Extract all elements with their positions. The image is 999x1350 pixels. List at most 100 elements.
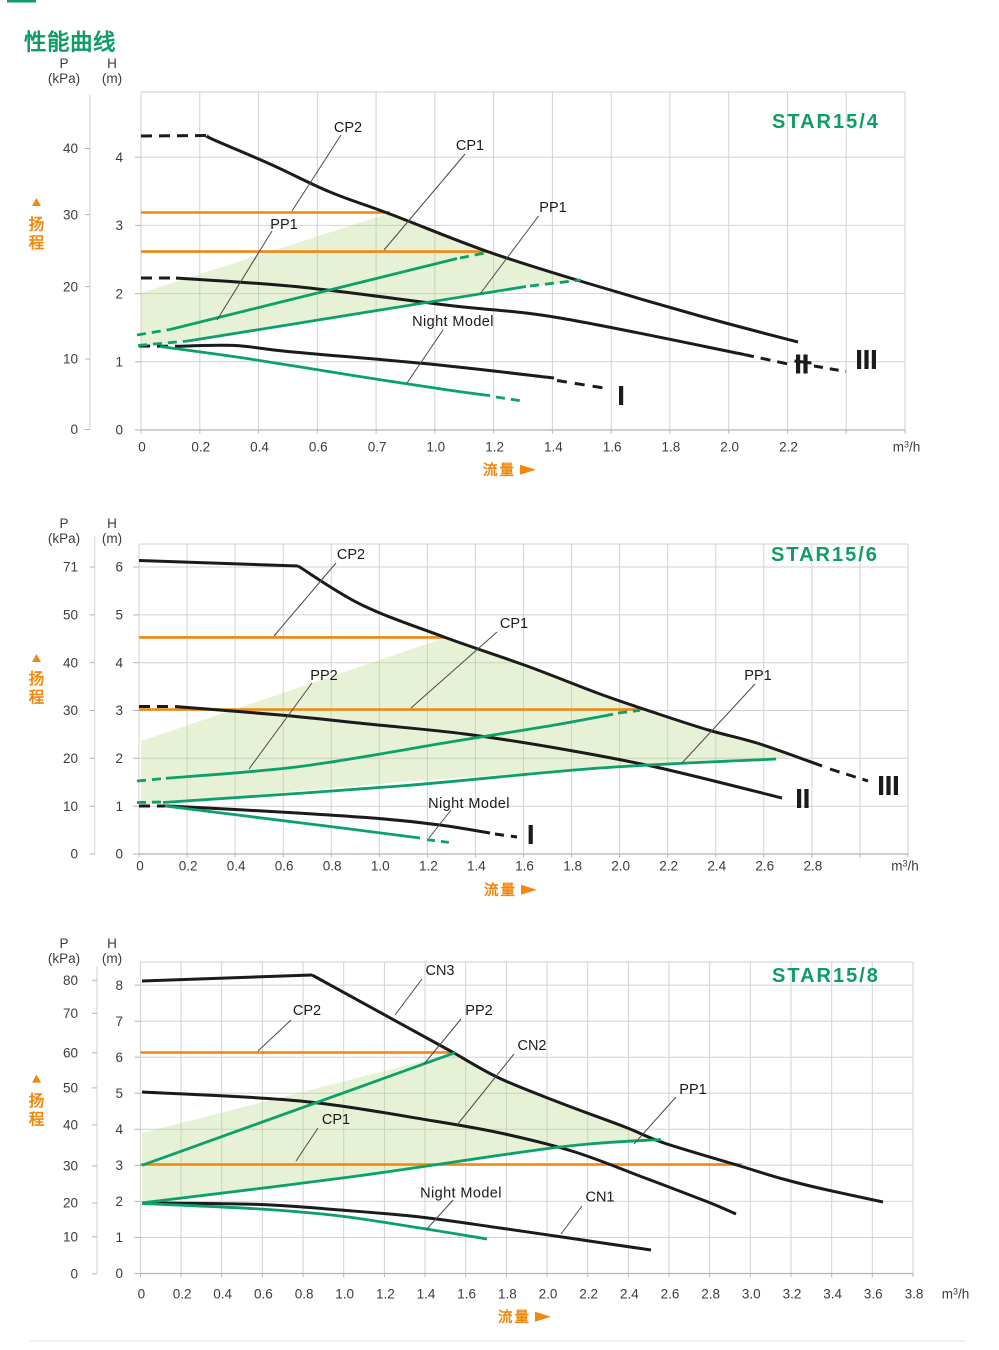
svg-text:CP1: CP1 [456,138,484,154]
svg-text:2.0: 2.0 [611,859,630,874]
svg-text:0: 0 [70,1267,78,1282]
svg-text:5: 5 [115,608,123,623]
svg-text:程: 程 [29,689,45,707]
svg-text:P: P [59,516,68,531]
svg-text:流量: 流量 [484,881,517,899]
svg-text:扬: 扬 [29,669,45,688]
svg-text:Night Model: Night Model [428,796,510,812]
svg-text:0: 0 [115,847,123,862]
svg-text:PP1: PP1 [744,668,771,684]
svg-text:P: P [59,936,68,951]
svg-text:10: 10 [63,1230,78,1245]
svg-text:CP2: CP2 [337,547,365,563]
svg-text:Night Model: Night Model [412,314,494,330]
svg-text:7: 7 [115,1014,123,1029]
svg-text:2.4: 2.4 [707,859,726,874]
svg-text:0: 0 [115,1266,123,1281]
svg-text:2.4: 2.4 [620,1287,639,1302]
svg-text:0.7: 0.7 [368,440,387,455]
svg-text:Night Model: Night Model [420,1186,502,1202]
svg-text:(m): (m) [102,531,122,546]
svg-text:60: 60 [63,1045,78,1060]
svg-text:H: H [107,56,117,71]
svg-text:1.8: 1.8 [498,1287,517,1302]
svg-text:1.8: 1.8 [563,859,582,874]
svg-text:0.8: 0.8 [295,1287,314,1302]
svg-text:5: 5 [115,1086,123,1101]
svg-text:2.8: 2.8 [804,859,823,874]
svg-text:1.4: 1.4 [417,1287,436,1302]
svg-text:CP1: CP1 [322,1112,350,1128]
svg-text:PP1: PP1 [539,200,566,216]
svg-text:2.6: 2.6 [755,859,774,874]
svg-text:P: P [59,56,68,71]
svg-text:4: 4 [115,655,123,670]
svg-text:1: 1 [115,355,123,370]
svg-text:0.4: 0.4 [250,440,269,455]
svg-text:0.2: 0.2 [173,1287,192,1302]
svg-text:20: 20 [63,751,78,766]
svg-text:1.4: 1.4 [467,859,486,874]
svg-text:H: H [107,516,117,531]
svg-text:4: 4 [115,150,123,165]
svg-text:0.2: 0.2 [179,859,198,874]
svg-text:流量: 流量 [483,461,516,479]
svg-text:2.6: 2.6 [661,1287,680,1302]
svg-text:(kPa): (kPa) [48,951,80,966]
svg-text:0.6: 0.6 [275,859,294,874]
svg-text:(kPa): (kPa) [48,71,80,86]
svg-text:0: 0 [138,440,146,455]
svg-text:50: 50 [63,1081,78,1096]
svg-text:3: 3 [115,703,123,718]
svg-text:3: 3 [115,1158,123,1173]
svg-text:扬: 扬 [29,215,45,234]
svg-text:71: 71 [63,560,78,575]
svg-text:0: 0 [136,859,144,874]
svg-text:1.0: 1.0 [335,1287,354,1302]
svg-text:(kPa): (kPa) [48,531,80,546]
svg-text:0: 0 [115,423,123,438]
svg-text:4: 4 [115,1122,123,1137]
svg-text:0.6: 0.6 [309,440,328,455]
svg-text:20: 20 [63,1196,78,1211]
svg-text:2.0: 2.0 [539,1287,558,1302]
svg-text:1.2: 1.2 [376,1287,395,1302]
svg-text:1.6: 1.6 [515,859,534,874]
svg-text:(m): (m) [102,71,122,86]
svg-text:0.6: 0.6 [254,1287,273,1302]
svg-text:20: 20 [63,279,78,294]
svg-text:40: 40 [63,655,78,670]
svg-text:1.6: 1.6 [457,1287,476,1302]
svg-text:0.4: 0.4 [227,859,246,874]
svg-text:0: 0 [138,1287,146,1302]
svg-text:40: 40 [63,1118,78,1133]
svg-text:H: H [107,936,117,951]
svg-text:3.8: 3.8 [905,1287,924,1302]
svg-text:0: 0 [70,422,78,437]
svg-text:CN2: CN2 [517,1038,546,1054]
svg-text:2.8: 2.8 [701,1287,720,1302]
svg-text:0.4: 0.4 [213,1287,232,1302]
svg-text:1.0: 1.0 [371,859,390,874]
svg-text:CN3: CN3 [425,963,454,979]
svg-text:6: 6 [115,1050,123,1065]
svg-text:6: 6 [115,560,123,575]
svg-text:30: 30 [63,207,78,222]
svg-text:程: 程 [29,1111,45,1129]
svg-text:CP2: CP2 [293,1003,321,1019]
svg-text:1.2: 1.2 [485,440,504,455]
svg-text:2: 2 [115,1194,123,1209]
svg-text:2.2: 2.2 [579,1287,598,1302]
svg-text:2.0: 2.0 [720,440,739,455]
svg-text:0: 0 [70,847,78,862]
svg-text:PP2: PP2 [465,1003,492,1019]
svg-text:1.2: 1.2 [419,859,438,874]
svg-text:40: 40 [63,141,78,156]
svg-text:10: 10 [63,799,78,814]
svg-text:CN1: CN1 [585,1190,614,1206]
svg-text:STAR15/6: STAR15/6 [771,544,879,566]
svg-text:3.2: 3.2 [783,1287,802,1302]
svg-text:CP2: CP2 [334,120,362,136]
svg-text:3.4: 3.4 [823,1287,842,1302]
svg-text:8: 8 [115,978,123,993]
